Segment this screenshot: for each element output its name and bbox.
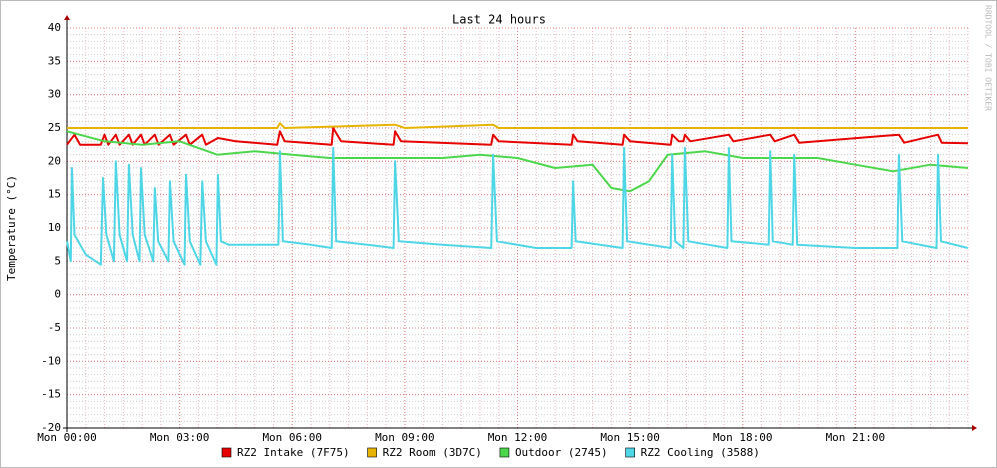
x-tick-label: Mon 12:00 bbox=[488, 431, 548, 444]
x-tick-label: Mon 00:00 bbox=[37, 431, 97, 444]
chart-title: Last 24 hours bbox=[452, 13, 546, 27]
legend-label: RZ2 Intake (7F75) bbox=[237, 446, 350, 459]
legend-label: RZ2 Room (3D7C) bbox=[383, 446, 482, 459]
legend-swatch bbox=[499, 447, 510, 458]
y-tick-label: 40 bbox=[48, 21, 61, 34]
legend-swatch bbox=[221, 447, 232, 458]
y-tick-label: -10 bbox=[41, 354, 61, 367]
x-tick-label: Mon 06:00 bbox=[262, 431, 322, 444]
x-tick-label: Mon 03:00 bbox=[150, 431, 210, 444]
y-axis-label: Temperature (°C) bbox=[5, 175, 18, 281]
y-tick-label: -15 bbox=[41, 388, 61, 401]
series-line bbox=[66, 130, 969, 193]
y-tick-label: -20 bbox=[41, 421, 61, 434]
y-tick-label: 0 bbox=[54, 288, 61, 301]
legend-label: RZ2 Cooling (3588) bbox=[641, 446, 760, 459]
y-tick-label: 15 bbox=[48, 188, 61, 201]
legend-swatch bbox=[625, 447, 635, 458]
legend: RZ2 Intake (7F75) RZ2 Room (3D7C) Outdoor … bbox=[221, 446, 760, 459]
y-tick-label: 5 bbox=[54, 254, 61, 267]
watermark: RRDTOOL / TOBI OETIKER bbox=[984, 5, 993, 111]
y-tick-label: -5 bbox=[48, 321, 61, 334]
y-tick-label: 25 bbox=[48, 121, 61, 134]
series-line bbox=[67, 122, 968, 129]
series-line bbox=[66, 127, 969, 146]
y-tick-label: 10 bbox=[48, 221, 61, 234]
y-tick-label: 35 bbox=[48, 54, 61, 67]
legend-swatch bbox=[367, 447, 377, 458]
x-tick-label: Mon 15:00 bbox=[600, 431, 660, 444]
legend-label: Outdoor (2745) bbox=[515, 446, 608, 459]
y-axis-arrow bbox=[64, 15, 70, 20]
x-axis-arrow bbox=[972, 425, 977, 431]
x-tick-label: Mon 09:00 bbox=[375, 431, 435, 444]
x-tick-label: Mon 21:00 bbox=[826, 431, 886, 444]
y-tick-label: 20 bbox=[48, 154, 61, 167]
plot-area bbox=[66, 122, 969, 266]
x-tick-label: Mon 18:00 bbox=[713, 431, 773, 444]
series-line bbox=[66, 147, 969, 266]
y-tick-label: 30 bbox=[48, 88, 61, 101]
